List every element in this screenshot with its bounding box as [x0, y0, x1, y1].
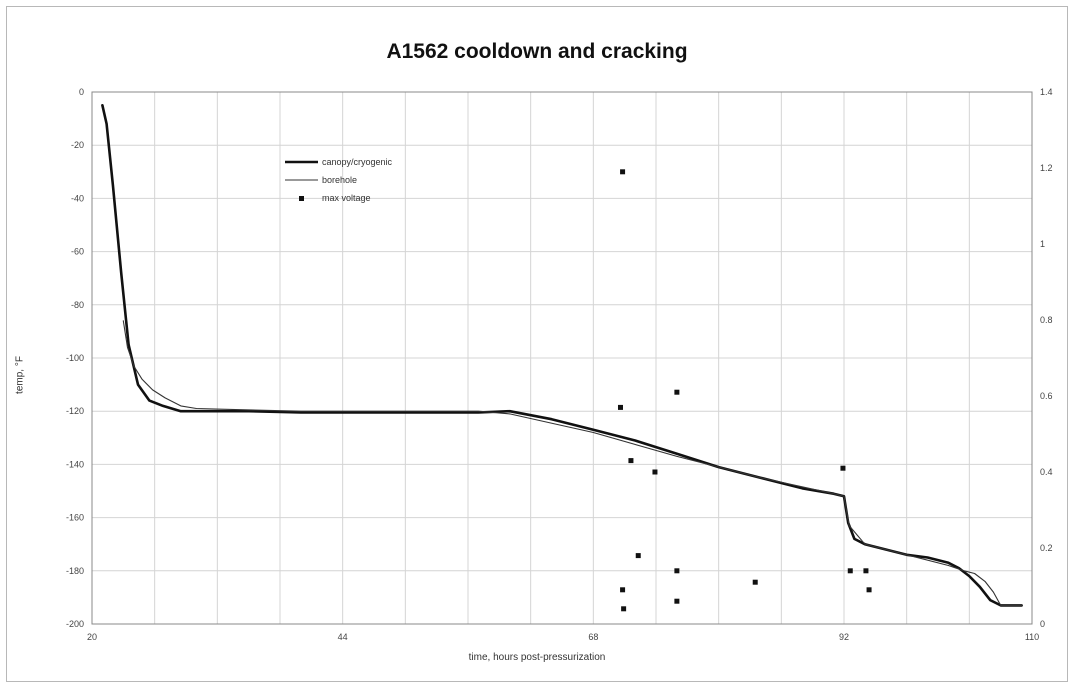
legend: canopy/cryogenic borehole max voltage	[285, 157, 393, 203]
max-voltage-point	[674, 598, 680, 604]
y2-tick-label: 1	[1040, 239, 1045, 249]
max-voltage-point	[752, 579, 758, 585]
y2-tick-label: 0	[1040, 619, 1045, 629]
legend-label-voltage: max voltage	[322, 193, 371, 203]
x-tick-label: 20	[87, 632, 97, 642]
max-voltage-point	[621, 606, 627, 612]
x-axis-label: time, hours post-pressurization	[468, 652, 606, 663]
y2-tick-label: 1.2	[1040, 163, 1053, 173]
max-voltage-point	[866, 587, 872, 593]
y2-tick-label: 0.8	[1040, 315, 1053, 325]
x-tick-label: 92	[839, 632, 849, 642]
max-voltage-point	[840, 465, 846, 471]
y-tick-label: 0	[79, 87, 84, 97]
y-tick-label: -100	[66, 353, 84, 363]
max-voltage-point	[652, 469, 658, 475]
max-voltage-point	[847, 568, 853, 574]
y2-tick-label: 0.4	[1040, 467, 1053, 477]
y-tick-label: -80	[71, 300, 84, 310]
max-voltage-point	[620, 587, 626, 593]
max-voltage-point	[620, 169, 626, 175]
legend-label-canopy: canopy/cryogenic	[322, 157, 393, 167]
y-tick-label: -140	[66, 459, 84, 469]
series-line-canopy	[101, 104, 1023, 607]
y-tick-label: -120	[66, 406, 84, 416]
y-tick-label: -60	[71, 247, 84, 257]
y-tick-label: -40	[71, 193, 84, 203]
y-tick-label: -160	[66, 513, 84, 523]
y-tick-label: -20	[71, 140, 84, 150]
max-voltage-point	[674, 389, 680, 395]
plot-area-border	[91, 91, 1033, 625]
y2-tick-label: 0.6	[1040, 391, 1053, 401]
max-voltage-point	[628, 458, 634, 464]
legend-marker-voltage	[299, 196, 304, 201]
y2-tick-label: 1.4	[1040, 87, 1053, 97]
series-line-borehole	[122, 320, 1023, 606]
max-voltage-point	[635, 553, 641, 559]
series-layer	[101, 104, 1023, 612]
grid-layer	[92, 92, 1032, 624]
x-tick-label: 44	[338, 632, 348, 642]
y-tick-label: -180	[66, 566, 84, 576]
max-voltage-point	[863, 568, 869, 574]
chart-title: A1562 cooldown and cracking	[386, 40, 688, 63]
y2-tick-label: 0.2	[1040, 543, 1053, 553]
x-tick-label: 110	[1025, 632, 1039, 642]
max-voltage-point	[617, 404, 623, 410]
y-tick-label: -200	[66, 619, 84, 629]
legend-label-borehole: borehole	[322, 175, 357, 185]
chart-frame	[6, 6, 1068, 682]
max-voltage-point	[674, 568, 680, 574]
x-tick-label: 68	[588, 632, 598, 642]
ticks-layer: 20 44 68 92 1100-20-40-60-80-100-120-140-160…	[66, 87, 1053, 642]
